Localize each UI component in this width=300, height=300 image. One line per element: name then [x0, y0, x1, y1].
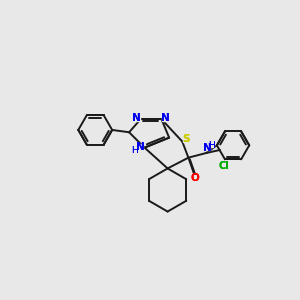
Text: O: O — [190, 173, 199, 183]
Text: N: N — [161, 113, 170, 123]
Text: N: N — [202, 143, 211, 153]
Text: H: H — [208, 141, 215, 150]
Text: H: H — [208, 141, 215, 150]
Bar — [137, 144, 143, 150]
Text: S: S — [182, 134, 190, 144]
Text: H: H — [131, 146, 138, 155]
Bar — [209, 143, 214, 147]
Bar — [162, 116, 168, 121]
Text: N: N — [132, 113, 141, 123]
Bar — [191, 175, 198, 180]
Text: S: S — [182, 134, 190, 144]
Text: Cl: Cl — [218, 160, 229, 170]
Bar — [219, 163, 228, 168]
Text: N: N — [136, 142, 144, 152]
Bar — [204, 145, 210, 150]
Text: N: N — [202, 143, 211, 153]
Bar — [132, 149, 137, 153]
Text: N: N — [132, 113, 141, 123]
Bar — [134, 116, 140, 121]
Text: O: O — [190, 173, 199, 183]
Text: N: N — [136, 142, 144, 152]
Text: N: N — [161, 113, 170, 123]
Bar — [183, 136, 189, 142]
Text: H: H — [131, 146, 138, 155]
Text: Cl: Cl — [218, 160, 229, 170]
